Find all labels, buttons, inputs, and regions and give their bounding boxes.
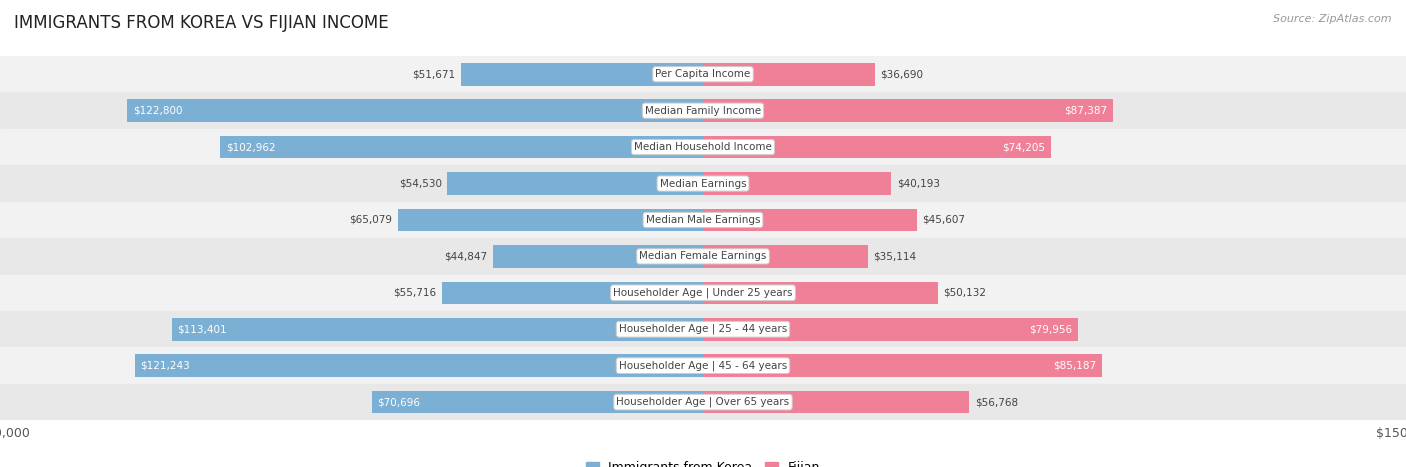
Bar (0, 311, 1406, 347)
Text: $51,671: $51,671 (412, 69, 456, 79)
Text: $44,847: $44,847 (444, 251, 488, 262)
Text: Source: ZipAtlas.com: Source: ZipAtlas.com (1274, 14, 1392, 24)
Bar (441, 282, 703, 304)
Text: Householder Age | Over 65 years: Householder Age | Over 65 years (616, 397, 790, 407)
Bar (221, 136, 703, 158)
Text: $56,768: $56,768 (974, 397, 1018, 407)
Text: Median Male Earnings: Median Male Earnings (645, 215, 761, 225)
Text: $74,205: $74,205 (1002, 142, 1045, 152)
Bar (0, 129, 1406, 165)
Text: $40,193: $40,193 (897, 178, 941, 189)
Text: $113,401: $113,401 (177, 324, 226, 334)
Text: $85,187: $85,187 (1053, 361, 1097, 371)
Bar (0, 347, 1406, 384)
Text: $65,079: $65,079 (349, 215, 392, 225)
Text: Median Family Income: Median Family Income (645, 106, 761, 116)
Bar (703, 63, 875, 85)
Text: Householder Age | 25 - 44 years: Householder Age | 25 - 44 years (619, 324, 787, 334)
Bar (398, 209, 703, 231)
Text: $54,530: $54,530 (399, 178, 441, 189)
Text: $36,690: $36,690 (880, 69, 924, 79)
Bar (0, 56, 1406, 92)
Text: $35,114: $35,114 (873, 251, 917, 262)
Bar (703, 318, 1078, 340)
Bar (172, 318, 703, 340)
Text: $122,800: $122,800 (134, 106, 183, 116)
Bar (0, 92, 1406, 129)
Text: Householder Age | Under 25 years: Householder Age | Under 25 years (613, 288, 793, 298)
Text: $55,716: $55,716 (394, 288, 436, 298)
Text: $50,132: $50,132 (943, 288, 987, 298)
Bar (703, 245, 868, 268)
Bar (703, 172, 891, 195)
Text: $70,696: $70,696 (377, 397, 420, 407)
Text: Median Household Income: Median Household Income (634, 142, 772, 152)
Bar (371, 391, 703, 413)
Bar (703, 99, 1112, 122)
Text: Median Female Earnings: Median Female Earnings (640, 251, 766, 262)
Bar (703, 282, 938, 304)
Bar (703, 209, 917, 231)
Text: $79,956: $79,956 (1029, 324, 1073, 334)
Bar (0, 238, 1406, 275)
Bar (703, 136, 1050, 158)
Bar (128, 99, 703, 122)
Legend: Immigrants from Korea, Fijian: Immigrants from Korea, Fijian (581, 456, 825, 467)
Bar (0, 165, 1406, 202)
Text: IMMIGRANTS FROM KOREA VS FIJIAN INCOME: IMMIGRANTS FROM KOREA VS FIJIAN INCOME (14, 14, 388, 32)
Text: $87,387: $87,387 (1064, 106, 1107, 116)
Text: $45,607: $45,607 (922, 215, 966, 225)
Text: Householder Age | 45 - 64 years: Householder Age | 45 - 64 years (619, 361, 787, 371)
Bar (703, 354, 1102, 377)
Bar (0, 275, 1406, 311)
Text: $121,243: $121,243 (141, 361, 190, 371)
Bar (447, 172, 703, 195)
Bar (135, 354, 703, 377)
Text: Per Capita Income: Per Capita Income (655, 69, 751, 79)
Bar (461, 63, 703, 85)
Text: Median Earnings: Median Earnings (659, 178, 747, 189)
Bar (703, 391, 969, 413)
Bar (494, 245, 703, 268)
Text: $102,962: $102,962 (226, 142, 276, 152)
Bar (0, 384, 1406, 420)
Bar (0, 202, 1406, 238)
